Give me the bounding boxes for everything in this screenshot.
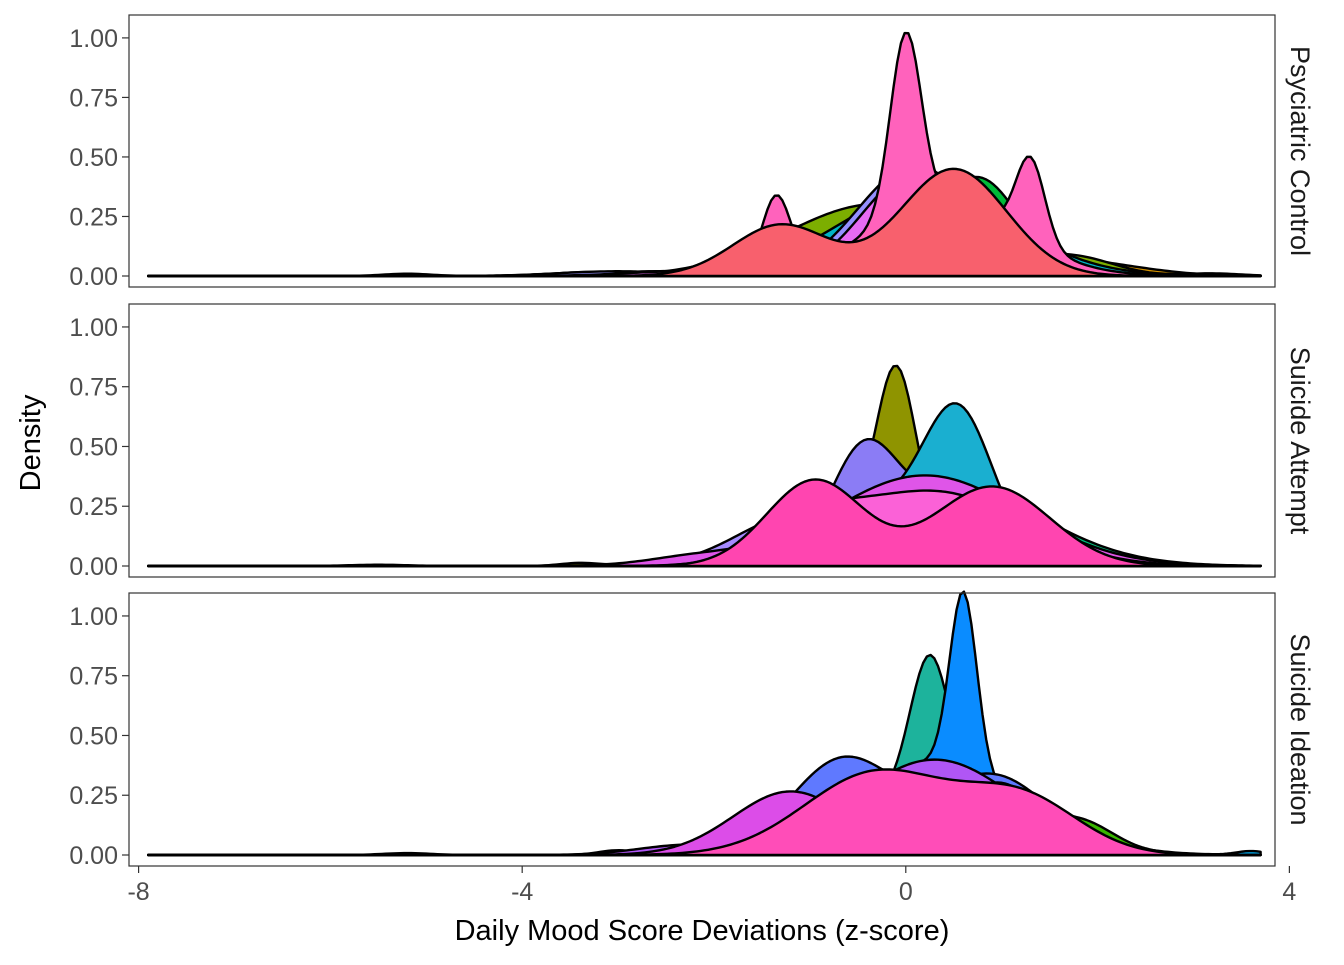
facet-panel: 0.00 0.25 0.50 0.75 1.00 Psyciatric Control bbox=[69, 14, 1315, 291]
facet-strip-label: Suicide Attempt bbox=[1285, 347, 1315, 535]
y-tick-label: 0.00 bbox=[69, 553, 118, 581]
density-curves bbox=[146, 590, 1262, 857]
y-tick-label: 1.00 bbox=[69, 25, 118, 53]
density-area bbox=[146, 478, 1262, 568]
x-tick-label: -8 bbox=[127, 878, 149, 906]
x-tick-label: 0 bbox=[899, 878, 913, 906]
facet-panel: 0.00 0.25 0.50 0.75 1.00 Suicide Ideation bbox=[69, 590, 1315, 870]
y-tick-label: 1.00 bbox=[69, 603, 118, 631]
x-tick-label: -4 bbox=[511, 878, 533, 906]
y-tick-label: 0.25 bbox=[69, 493, 118, 521]
y-tick-label: 0.00 bbox=[69, 263, 118, 291]
y-tick-label: 0.50 bbox=[69, 144, 118, 172]
facet-strip-label: Suicide Ideation bbox=[1285, 633, 1315, 825]
y-tick-label: 0.75 bbox=[69, 84, 118, 112]
density-area bbox=[146, 402, 1262, 568]
density-curves bbox=[146, 364, 1262, 568]
y-tick-label: 0.50 bbox=[69, 722, 118, 750]
density-area bbox=[146, 95, 1262, 278]
density-area bbox=[146, 590, 1262, 857]
panel-border bbox=[128, 592, 1276, 867]
y-tick-label: 0.75 bbox=[69, 663, 118, 691]
density-curves bbox=[146, 31, 1262, 278]
panel-border bbox=[128, 303, 1276, 578]
y-tick-label: 0.00 bbox=[69, 842, 118, 870]
panel-border bbox=[128, 14, 1276, 288]
y-tick-label: 0.75 bbox=[69, 374, 118, 402]
y-tick-label: 0.50 bbox=[69, 433, 118, 461]
density-area bbox=[146, 364, 1262, 568]
y-tick-label: 0.25 bbox=[69, 782, 118, 810]
density-area bbox=[146, 768, 1262, 857]
density-area bbox=[146, 167, 1262, 278]
density-area bbox=[146, 31, 1262, 278]
y-axis-title: Density bbox=[15, 394, 47, 491]
x-tick-label: 4 bbox=[1282, 878, 1296, 906]
x-axis: -8 -4 0 4 bbox=[127, 866, 1296, 906]
x-axis-title: Daily Mood Score Deviations (z-score) bbox=[455, 915, 950, 947]
facet-panel: 0.00 0.25 0.50 0.75 1.00 Suicide Attempt bbox=[69, 303, 1315, 581]
y-tick-label: 0.25 bbox=[69, 203, 118, 231]
y-tick-label: 1.00 bbox=[69, 314, 118, 342]
facet-strip-label: Psyciatric Control bbox=[1285, 46, 1315, 256]
